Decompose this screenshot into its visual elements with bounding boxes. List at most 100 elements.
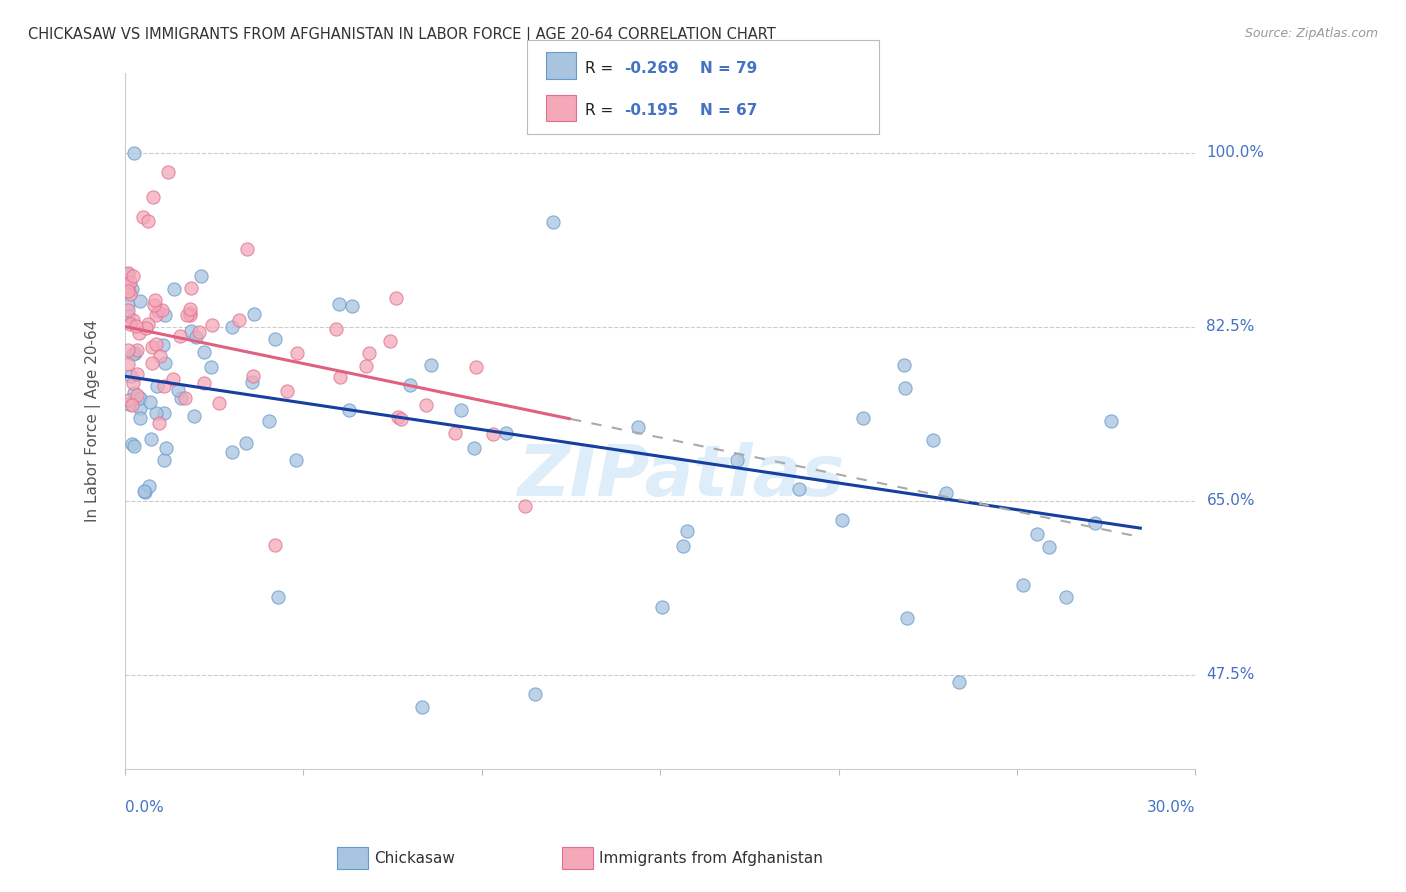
Point <box>121 437 143 451</box>
Point <box>176 308 198 322</box>
Point <box>179 301 201 316</box>
Point <box>122 347 145 361</box>
Point <box>129 401 152 416</box>
Point <box>179 306 201 320</box>
Text: 82.5%: 82.5% <box>1206 319 1254 334</box>
Point <box>242 368 264 383</box>
Point <box>443 425 465 440</box>
Point <box>117 266 139 280</box>
Point <box>524 688 547 702</box>
Point <box>122 439 145 453</box>
Point <box>235 436 257 450</box>
Point <box>399 378 422 392</box>
Point <box>513 499 536 513</box>
Point <box>387 410 409 425</box>
Text: Source: ZipAtlas.com: Source: ZipAtlas.com <box>1244 27 1378 40</box>
Point <box>221 320 243 334</box>
Text: 100.0%: 100.0% <box>1206 145 1264 160</box>
Text: CHICKASAW VS IMMIGRANTS FROM AFGHANISTAN IN LABOR FORCE | AGE 20-64 CORRELATION : CHICKASAW VS IMMIGRANTS FROM AFGHANISTAN… <box>28 27 776 43</box>
Text: 0.0%: 0.0% <box>125 799 163 814</box>
Point <box>134 484 156 499</box>
Point <box>142 190 165 204</box>
Point <box>141 356 163 370</box>
Point <box>141 340 163 354</box>
Point <box>163 282 186 296</box>
Point <box>1084 516 1107 530</box>
Point <box>135 321 157 335</box>
Text: R =: R = <box>585 61 619 76</box>
Point <box>128 411 150 425</box>
Text: 30.0%: 30.0% <box>1147 799 1195 814</box>
Point <box>122 145 145 160</box>
Point <box>264 332 287 346</box>
Point <box>243 306 266 320</box>
Point <box>325 322 347 336</box>
Point <box>150 302 173 317</box>
Point <box>121 282 143 296</box>
Text: N = 67: N = 67 <box>700 103 758 119</box>
Point <box>948 674 970 689</box>
Point <box>143 298 166 312</box>
Point <box>482 427 505 442</box>
Point <box>120 286 142 301</box>
Point <box>117 284 139 298</box>
Point <box>276 384 298 399</box>
Point <box>787 483 810 497</box>
Point <box>328 296 350 310</box>
Point <box>118 397 141 411</box>
Point <box>831 513 853 527</box>
Point <box>118 317 141 331</box>
Point <box>124 386 146 401</box>
Text: 47.5%: 47.5% <box>1206 667 1254 682</box>
Point <box>170 391 193 405</box>
Point <box>285 346 308 360</box>
Point <box>162 372 184 386</box>
Point <box>153 356 176 370</box>
Point <box>201 318 224 333</box>
Point <box>120 368 142 383</box>
Point <box>139 394 162 409</box>
Point <box>263 538 285 552</box>
Point <box>153 452 176 467</box>
Point <box>125 388 148 402</box>
Point <box>893 381 915 395</box>
Point <box>132 210 155 224</box>
Point <box>145 378 167 392</box>
Point <box>420 358 443 372</box>
Point <box>149 350 172 364</box>
Text: -0.195: -0.195 <box>624 103 679 119</box>
Point <box>922 433 945 447</box>
Point <box>200 359 222 374</box>
Point <box>240 375 263 389</box>
Point <box>935 486 957 500</box>
Point <box>339 402 361 417</box>
Point <box>180 324 202 338</box>
Point <box>117 279 139 293</box>
Point <box>1038 540 1060 554</box>
Point <box>117 357 139 371</box>
Point <box>672 539 695 553</box>
Point <box>193 345 215 359</box>
Point <box>183 409 205 423</box>
Point <box>118 275 141 289</box>
Point <box>465 359 488 374</box>
Point <box>166 383 188 397</box>
Point <box>725 453 748 467</box>
Point <box>136 317 159 331</box>
Text: N = 79: N = 79 <box>700 61 758 76</box>
Point <box>329 369 352 384</box>
Point <box>121 269 143 284</box>
Point <box>117 268 139 282</box>
Point <box>117 297 139 311</box>
Point <box>128 293 150 308</box>
Point <box>415 398 437 412</box>
Point <box>385 292 408 306</box>
Point <box>236 243 259 257</box>
Point <box>228 313 250 327</box>
Point <box>463 441 485 455</box>
Point <box>125 343 148 358</box>
Text: Immigrants from Afghanistan: Immigrants from Afghanistan <box>599 851 823 865</box>
Point <box>153 406 176 420</box>
Point <box>380 334 402 348</box>
Point <box>117 284 139 298</box>
